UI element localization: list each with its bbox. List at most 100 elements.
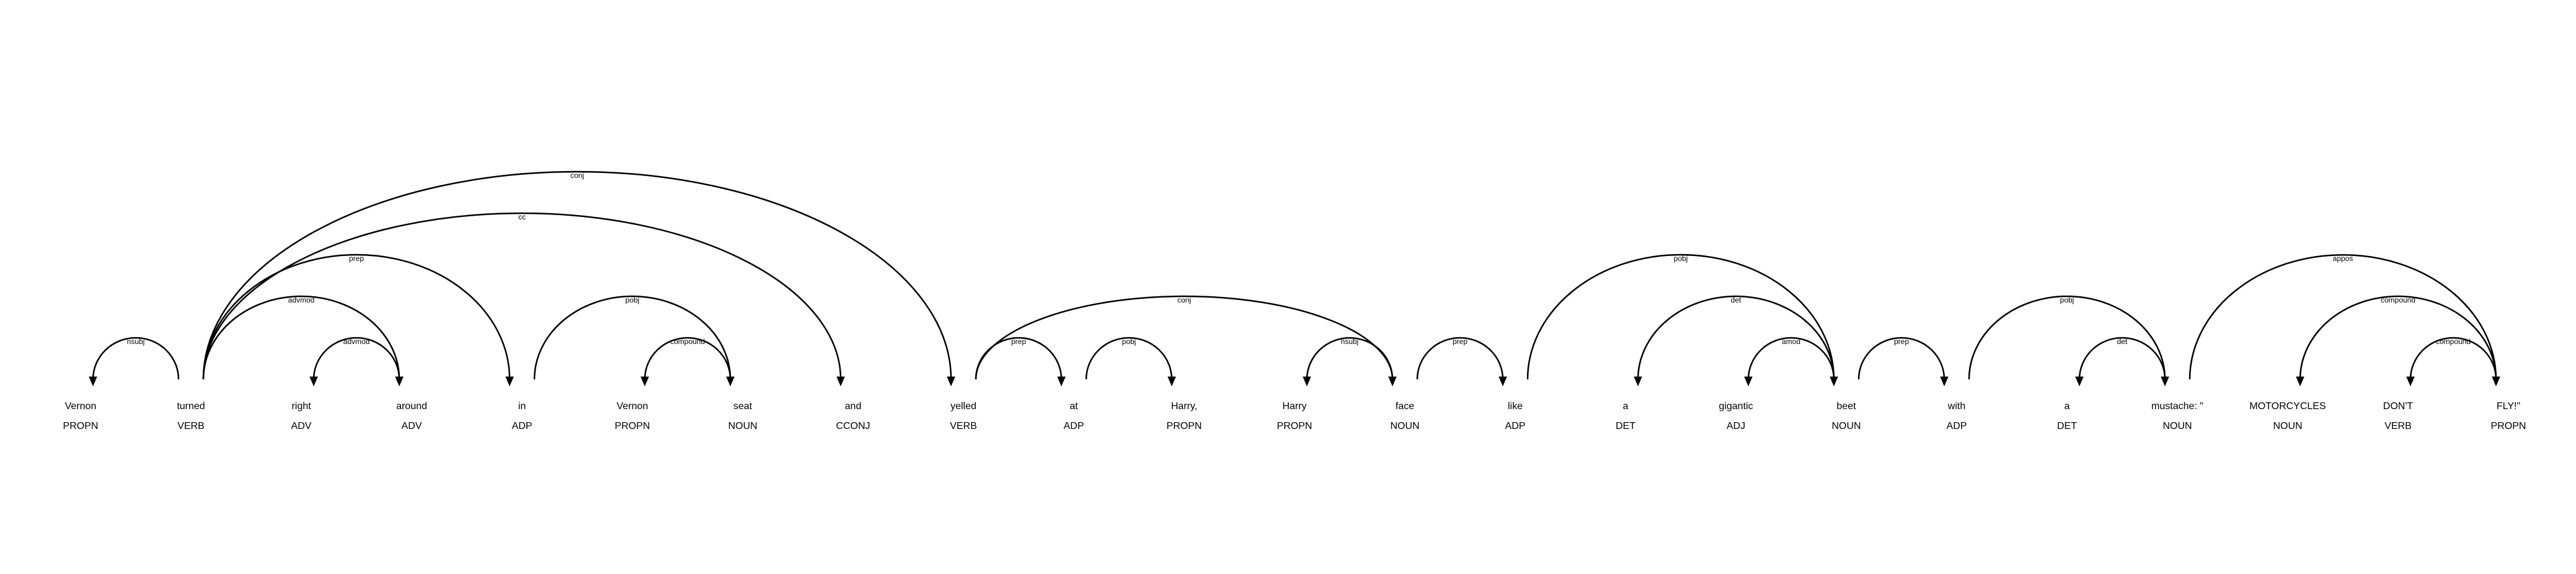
token: beet NOUN <box>1831 401 1861 431</box>
token-word: at <box>1069 401 1078 412</box>
arc-curve <box>2299 295 2497 380</box>
token-tag: CCONJ <box>836 421 870 431</box>
token: a DET <box>2057 401 2077 431</box>
token-tag: PROPN <box>1277 421 1312 431</box>
arc-label: compound <box>670 337 705 346</box>
token: Vernon PROPN <box>615 401 650 431</box>
token-word: right <box>291 401 311 412</box>
token-word: FLY!" <box>2497 401 2520 412</box>
token: like ADP <box>1505 401 1526 431</box>
token-tag: PROPN <box>1167 421 1202 431</box>
arc-curve <box>202 295 401 380</box>
dependency-arc: det <box>2075 337 2166 387</box>
arrowhead-icon <box>1940 376 1949 387</box>
token-tag: DET <box>2057 421 2077 431</box>
dependency-arc: advmod <box>202 295 404 387</box>
arc-label: advmod <box>288 296 315 304</box>
token-tag: ADV <box>291 421 312 431</box>
token-word: a <box>1623 401 1629 412</box>
arc-curve <box>1968 295 2166 380</box>
arc-curve <box>1747 337 1835 380</box>
arc-label: conj <box>570 171 584 180</box>
arc-label: det <box>2117 337 2128 346</box>
token-word: like <box>1508 401 1523 412</box>
arc-curve <box>533 295 732 380</box>
token-word: Harry <box>1282 401 1306 412</box>
token-tag: ADP <box>1505 421 1526 431</box>
token: DON'T VERB <box>2383 401 2414 431</box>
token-word: turned <box>177 401 205 412</box>
arrowhead-icon <box>1167 376 1176 387</box>
arc-label: conj <box>1177 296 1191 304</box>
arrowhead-icon <box>1057 376 1066 387</box>
token: face NOUN <box>1390 401 1419 431</box>
token-word: yelled <box>950 401 976 412</box>
token-word: face <box>1396 401 1414 412</box>
token-tag: ADP <box>512 421 533 431</box>
arc-curve <box>92 337 180 380</box>
dependency-arc: det <box>1634 295 1835 387</box>
dependency-arc: prep <box>1416 337 1507 387</box>
token: around ADV <box>396 401 427 431</box>
arrowhead-icon <box>836 376 845 387</box>
arc-label: compound <box>2381 296 2415 304</box>
arc-curve <box>2409 337 2497 380</box>
arc-curve <box>1526 254 1835 380</box>
token-word: in <box>518 401 526 412</box>
token-tag: ADP <box>1064 421 1084 431</box>
token: with ADP <box>1947 401 1967 431</box>
token-word: a <box>2065 401 2070 412</box>
arc-label: advmod <box>343 337 370 346</box>
arc-curve <box>1637 295 1835 380</box>
token-tag: VERB <box>950 421 977 431</box>
arrowhead-icon <box>2075 376 2084 387</box>
arc-curve <box>2189 254 2497 380</box>
arrowhead-icon <box>309 376 318 387</box>
arc-label: pobj <box>2060 296 2074 304</box>
token: MOTORCYCLES NOUN <box>2249 401 2326 431</box>
token-word: Harry, <box>1171 401 1197 412</box>
dependency-arc: conj <box>975 295 1397 387</box>
arc-curve <box>644 337 732 380</box>
arc-label: appos <box>2333 254 2353 263</box>
token-tag: ADV <box>402 421 422 431</box>
token-tag: NOUN <box>728 421 757 431</box>
token-tag: NOUN <box>2162 421 2192 431</box>
tokens-layer: Vernon PROPN turned VERB right ADV around ADV in… <box>63 401 2526 431</box>
arc-label: cc <box>518 213 526 221</box>
token-word: with <box>1947 401 1965 412</box>
dependency-arc: nsubj <box>1303 337 1394 387</box>
arc-curve <box>1416 337 1504 380</box>
arc-curve <box>1306 337 1394 380</box>
token: FLY!" PROPN <box>2491 401 2526 431</box>
arc-curve <box>975 295 1394 380</box>
token-tag: NOUN <box>1831 421 1861 431</box>
arc-label: prep <box>1894 337 1909 346</box>
arrowhead-icon <box>1744 376 1753 387</box>
arc-label: amod <box>1782 337 1800 346</box>
token-word: gigantic <box>1719 401 1753 412</box>
arc-curve <box>312 337 401 380</box>
arc-label: compound <box>2436 337 2471 346</box>
arcs-layer: nsubj advmod prep cc conj advmod pobj compound p… <box>89 170 2500 387</box>
token-tag: PROPN <box>615 421 650 431</box>
arc-label: nsubj <box>1341 337 1359 346</box>
token: mustache: " NOUN <box>2151 401 2203 431</box>
dependency-arc: pobj <box>1526 254 1838 387</box>
token-word: MOTORCYCLES <box>2249 401 2326 412</box>
dependency-arc: compound <box>640 337 732 387</box>
arc-label: pobj <box>626 296 640 304</box>
token: seat NOUN <box>728 401 757 431</box>
token-tag: VERB <box>177 421 205 431</box>
arc-label: pobj <box>1674 254 1688 263</box>
arc-label: det <box>1731 296 1742 304</box>
token-word: Vernon <box>65 401 97 412</box>
token: Harry PROPN <box>1277 401 1312 431</box>
arrowhead-icon <box>2406 376 2415 387</box>
dependency-arc: pobj <box>1085 337 1176 387</box>
dependency-arc: prep <box>975 337 1066 387</box>
token-word: seat <box>733 401 753 412</box>
dependency-arc: prep <box>1857 337 1949 387</box>
